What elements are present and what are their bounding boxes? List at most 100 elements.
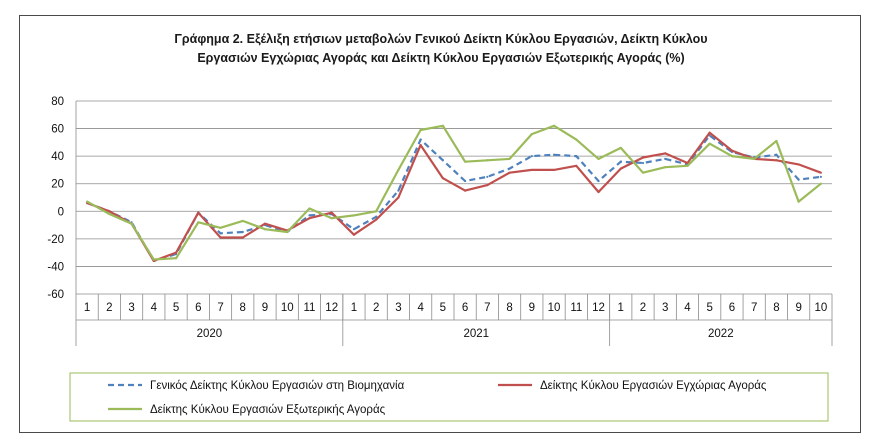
data-point-s3 bbox=[197, 221, 200, 224]
x-tick-label: 3 bbox=[395, 302, 401, 314]
data-point-s2 bbox=[263, 222, 267, 225]
data-point-s1 bbox=[797, 178, 800, 181]
x-tick-label: 7 bbox=[484, 302, 490, 314]
data-point-s1 bbox=[530, 155, 533, 158]
x-tick-label: 1 bbox=[351, 302, 357, 314]
data-point-s2 bbox=[575, 164, 578, 167]
data-point-s3 bbox=[486, 159, 489, 162]
data-point-s2 bbox=[397, 196, 400, 199]
x-tick-label: 4 bbox=[151, 302, 158, 314]
data-point-s3 bbox=[397, 168, 400, 172]
data-point-s1 bbox=[352, 228, 356, 231]
data-point-s1 bbox=[575, 155, 578, 158]
data-point-s3 bbox=[464, 160, 467, 163]
data-point-s1 bbox=[597, 179, 600, 183]
data-point-s2 bbox=[464, 189, 467, 192]
x-tick-label: 2 bbox=[106, 302, 112, 314]
data-point-s3 bbox=[619, 146, 622, 149]
data-point-s3 bbox=[753, 157, 756, 160]
data-point-s3 bbox=[174, 257, 178, 260]
data-point-s2 bbox=[508, 171, 511, 174]
data-point-s2 bbox=[174, 251, 178, 254]
series-line-2 bbox=[86, 131, 822, 262]
data-point-s3 bbox=[286, 230, 289, 234]
data-point-s3 bbox=[797, 200, 800, 203]
x-tick-label: 3 bbox=[662, 302, 668, 314]
data-point-s3 bbox=[508, 157, 511, 160]
year-label: 2022 bbox=[708, 328, 734, 340]
data-point-s1 bbox=[464, 179, 467, 183]
data-point-s2 bbox=[775, 159, 778, 162]
data-point-s2 bbox=[197, 211, 200, 214]
data-point-s1 bbox=[619, 160, 622, 163]
x-tick-label: 5 bbox=[707, 302, 713, 314]
series-layer bbox=[86, 124, 822, 263]
data-point-s1 bbox=[419, 138, 422, 141]
x-tick-label: 10 bbox=[814, 302, 827, 314]
x-tick-label: 8 bbox=[240, 302, 246, 314]
x-tick-label: 7 bbox=[751, 302, 757, 314]
grid-layer bbox=[76, 100, 832, 295]
y-tick-label: 40 bbox=[51, 151, 64, 163]
series-line-1 bbox=[86, 134, 822, 262]
x-tick-label: 10 bbox=[281, 302, 294, 314]
data-point-s2 bbox=[219, 236, 222, 239]
data-point-s1 bbox=[441, 159, 444, 162]
data-point-s2 bbox=[330, 211, 333, 214]
data-point-s3 bbox=[597, 157, 600, 160]
data-point-s3 bbox=[708, 142, 711, 145]
data-point-s2 bbox=[441, 177, 444, 180]
data-point-s3 bbox=[441, 124, 444, 127]
x-tick-label: 9 bbox=[795, 302, 801, 314]
data-point-s2 bbox=[664, 152, 667, 155]
x-tick-label: 11 bbox=[570, 302, 582, 314]
data-point-s2 bbox=[708, 131, 711, 134]
data-point-s2 bbox=[375, 218, 378, 221]
data-point-s3 bbox=[219, 226, 222, 229]
data-point-s2 bbox=[530, 168, 533, 172]
x-tick-label: 5 bbox=[173, 302, 179, 314]
data-point-s1 bbox=[308, 214, 311, 217]
x-tick-label: 12 bbox=[592, 302, 605, 314]
data-point-s3 bbox=[819, 182, 822, 185]
data-point-s2 bbox=[241, 236, 244, 239]
x-tick-label: 2 bbox=[373, 302, 379, 314]
data-point-s1 bbox=[641, 161, 645, 165]
data-point-s2 bbox=[619, 167, 622, 170]
year-label: 2021 bbox=[463, 328, 489, 340]
data-point-s3 bbox=[686, 164, 689, 167]
legend-box bbox=[69, 372, 829, 422]
chart-title: Γράφημα 2. Εξέλιξη ετήσιων μεταβολών Γεν… bbox=[20, 30, 862, 68]
data-point-s3 bbox=[664, 166, 667, 169]
x-tick-label: 9 bbox=[262, 302, 268, 314]
data-point-s3 bbox=[86, 200, 89, 203]
data-point-s1 bbox=[397, 189, 400, 192]
data-point-s2 bbox=[819, 171, 822, 174]
data-point-s2 bbox=[552, 168, 556, 172]
legend-label-2: Δείκτης Κύκλου Εργασιών Εγχώριας Αγοράς bbox=[540, 380, 767, 392]
x-tick-label: 8 bbox=[773, 302, 779, 314]
x-tick-label: 7 bbox=[217, 302, 223, 314]
x-tick-label: 6 bbox=[729, 302, 735, 314]
data-point-s2 bbox=[597, 190, 600, 194]
y-tick-label: 60 bbox=[51, 124, 64, 136]
data-point-s1 bbox=[486, 175, 489, 178]
data-point-s3 bbox=[775, 139, 778, 143]
x-tick-label: 10 bbox=[548, 302, 561, 314]
data-point-s3 bbox=[330, 217, 333, 220]
data-point-s3 bbox=[530, 132, 533, 136]
data-point-s3 bbox=[641, 171, 645, 174]
data-point-s2 bbox=[352, 233, 356, 236]
x-tick-label: 12 bbox=[325, 302, 338, 314]
data-point-s1 bbox=[552, 153, 556, 156]
y-tick-label: 20 bbox=[51, 179, 64, 191]
x-tick-label: 6 bbox=[195, 302, 201, 314]
data-point-s2 bbox=[641, 156, 645, 159]
chart-title-line-2: Εργασιών Εγχώριας Αγοράς και Δείκτη Κύκλ… bbox=[197, 51, 685, 65]
data-point-s3 bbox=[730, 155, 734, 158]
data-point-s3 bbox=[352, 214, 356, 217]
data-point-s3 bbox=[375, 210, 378, 213]
data-point-s3 bbox=[130, 222, 133, 225]
x-tick-label: 1 bbox=[84, 302, 90, 314]
